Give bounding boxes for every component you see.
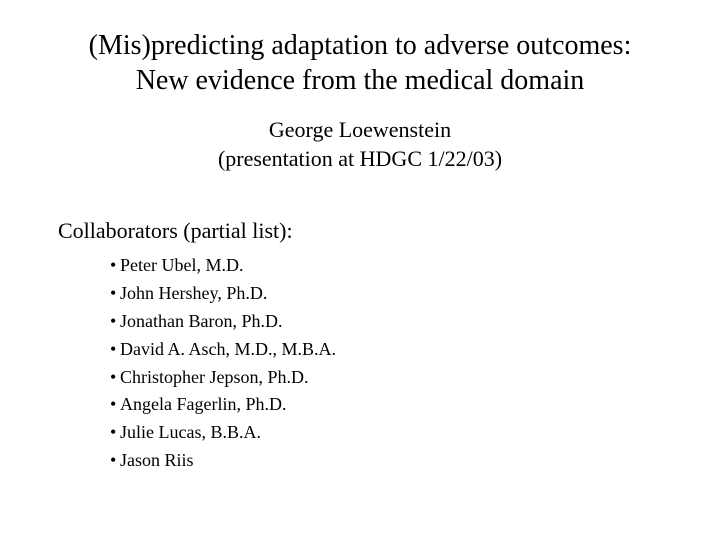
collaborator-name: Angela Fagerlin, Ph.D. xyxy=(120,394,286,414)
collaborator-name: David A. Asch, M.D., M.B.A. xyxy=(120,339,336,359)
subtitle-block: George Loewenstein (presentation at HDGC… xyxy=(0,116,720,173)
list-item: •David A. Asch, M.D., M.B.A. xyxy=(110,336,336,364)
collaborators-heading: Collaborators (partial list): xyxy=(58,218,293,244)
list-item: •John Hershey, Ph.D. xyxy=(110,280,336,308)
slide: (Mis)predicting adaptation to adverse ou… xyxy=(0,0,720,540)
bullet-icon: • xyxy=(110,419,120,447)
list-item: •Julie Lucas, B.B.A. xyxy=(110,419,336,447)
bullet-icon: • xyxy=(110,364,120,392)
bullet-icon: • xyxy=(110,391,120,419)
collaborator-name: Jason Riis xyxy=(120,450,194,470)
collaborator-name: John Hershey, Ph.D. xyxy=(120,283,267,303)
collaborator-name: Peter Ubel, M.D. xyxy=(120,255,243,275)
bullet-icon: • xyxy=(110,252,120,280)
list-item: •Angela Fagerlin, Ph.D. xyxy=(110,391,336,419)
collaborators-list: •Peter Ubel, M.D. •John Hershey, Ph.D. •… xyxy=(110,252,336,475)
list-item: •Jason Riis xyxy=(110,447,336,475)
list-item: •Jonathan Baron, Ph.D. xyxy=(110,308,336,336)
title-block: (Mis)predicting adaptation to adverse ou… xyxy=(0,28,720,98)
list-item: •Christopher Jepson, Ph.D. xyxy=(110,364,336,392)
bullet-icon: • xyxy=(110,447,120,475)
title-line-2: New evidence from the medical domain xyxy=(0,63,720,98)
bullet-icon: • xyxy=(110,336,120,364)
collaborator-name: Christopher Jepson, Ph.D. xyxy=(120,367,309,387)
list-item: •Peter Ubel, M.D. xyxy=(110,252,336,280)
title-line-1: (Mis)predicting adaptation to adverse ou… xyxy=(0,28,720,63)
bullet-icon: • xyxy=(110,308,120,336)
collaborator-name: Julie Lucas, B.B.A. xyxy=(120,422,261,442)
author-line: George Loewenstein xyxy=(0,116,720,145)
bullet-icon: • xyxy=(110,280,120,308)
presentation-line: (presentation at HDGC 1/22/03) xyxy=(0,145,720,174)
collaborator-name: Jonathan Baron, Ph.D. xyxy=(120,311,282,331)
